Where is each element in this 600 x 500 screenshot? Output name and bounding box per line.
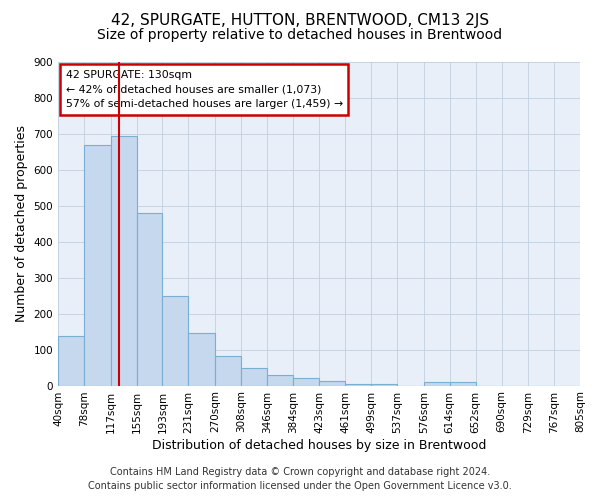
Text: 42, SPURGATE, HUTTON, BRENTWOOD, CM13 2JS: 42, SPURGATE, HUTTON, BRENTWOOD, CM13 2J… [111,12,489,28]
Bar [215,356,241,386]
Text: 42 SPURGATE: 130sqm
← 42% of detached houses are smaller (1,073)
57% of semi-det: 42 SPURGATE: 130sqm ← 42% of detached ho… [66,70,343,109]
Bar [163,296,188,386]
Bar [241,368,267,386]
Bar [267,376,293,386]
Y-axis label: Number of detached properties: Number of detached properties [15,125,28,322]
Text: Contains HM Land Registry data © Crown copyright and database right 2024.
Contai: Contains HM Land Registry data © Crown c… [88,467,512,491]
Bar [371,384,397,386]
Bar [84,146,110,386]
Bar [345,384,371,386]
X-axis label: Distribution of detached houses by size in Brentwood: Distribution of detached houses by size … [152,440,486,452]
Bar [58,336,84,386]
Bar [319,381,345,386]
Bar [424,382,449,386]
Text: Size of property relative to detached houses in Brentwood: Size of property relative to detached ho… [97,28,503,42]
Bar [188,332,215,386]
Bar [137,212,163,386]
Bar [293,378,319,386]
Bar [449,382,476,386]
Bar [110,136,137,386]
